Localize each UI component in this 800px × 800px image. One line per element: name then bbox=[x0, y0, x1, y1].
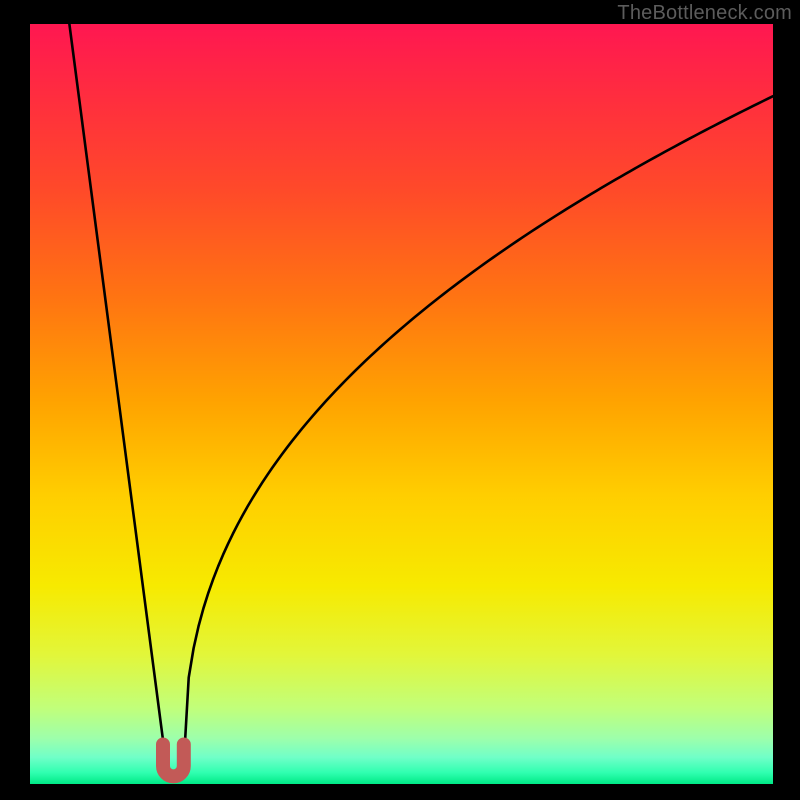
bottleneck-chart bbox=[30, 24, 773, 784]
watermark-text: TheBottleneck.com bbox=[617, 2, 792, 25]
gradient-background bbox=[30, 24, 773, 784]
chart-stage: TheBottleneck.com bbox=[0, 0, 800, 800]
